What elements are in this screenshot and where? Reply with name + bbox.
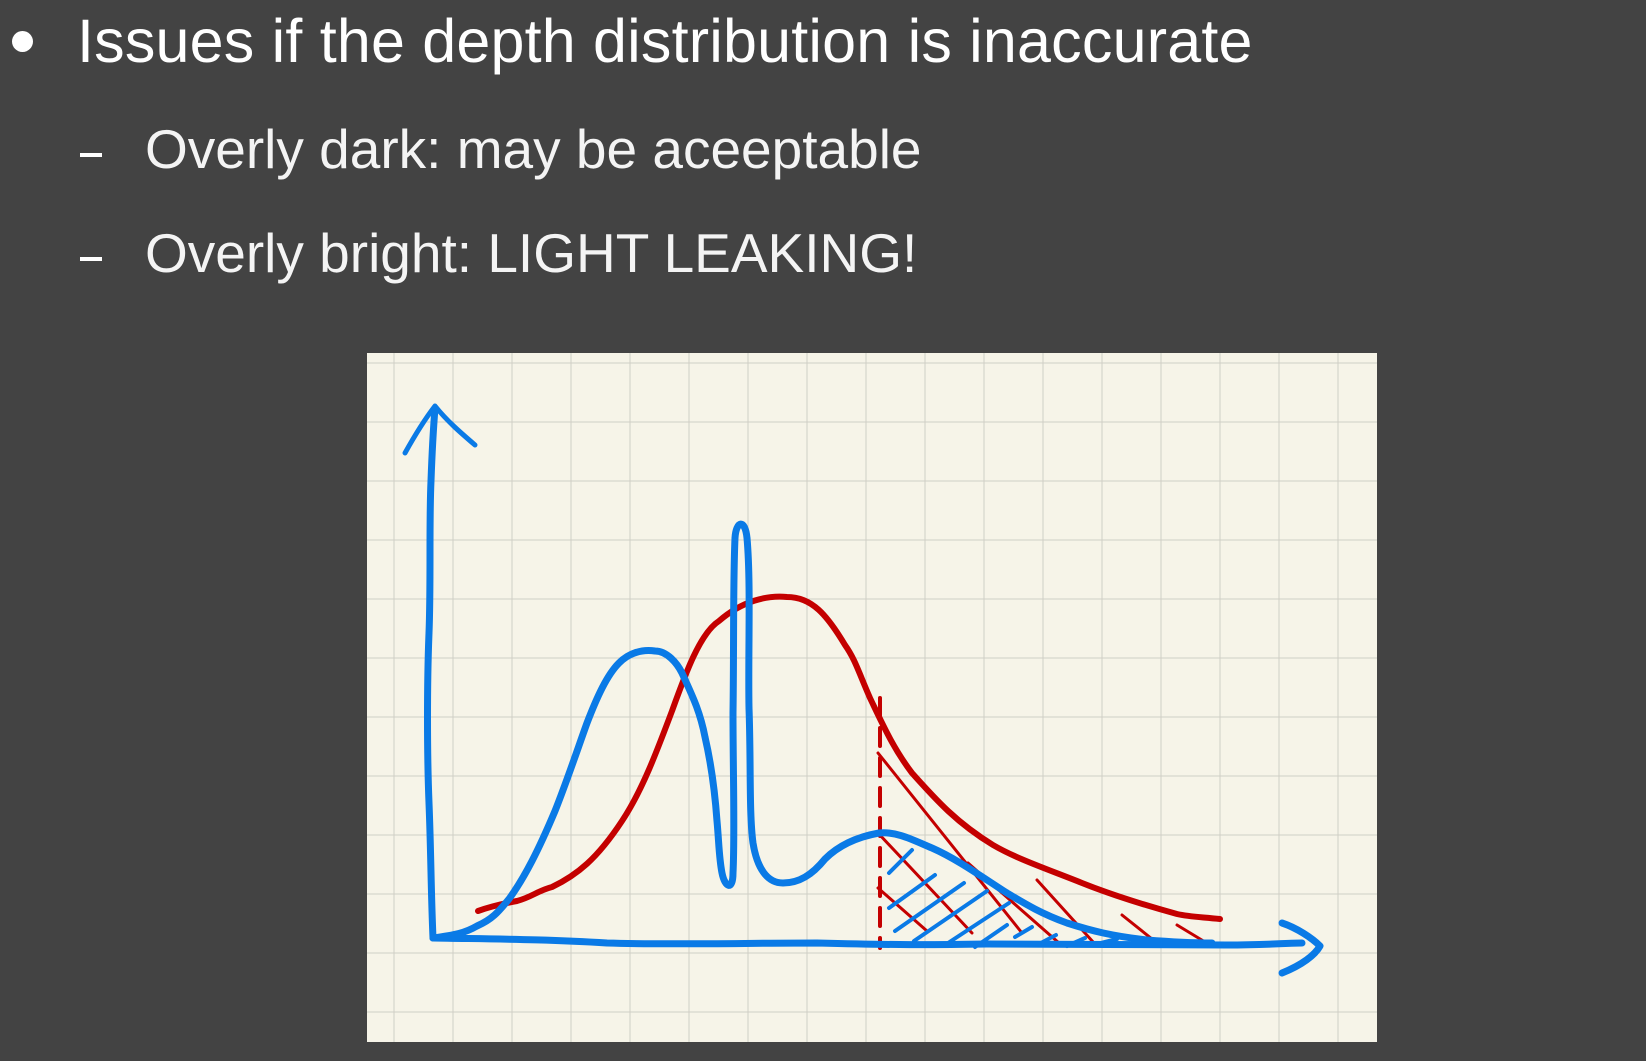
estimated-distribution-curve <box>475 593 1223 922</box>
depth-distribution-sketch <box>367 353 1377 1042</box>
sub-bullet-overly-dark: Overly dark: may be aceeptable <box>0 114 1646 184</box>
sub-bullet-text: Overly dark: may be aceeptable <box>145 118 922 180</box>
sub-bullet-text: Overly bright: LIGHT LEAKING! <box>145 222 918 284</box>
dash-marker <box>80 153 102 157</box>
slide-heading: Issues if the depth distribution is inac… <box>77 7 1253 75</box>
true-distribution-curve <box>429 520 1216 947</box>
main-bullet: Issues if the depth distribution is inac… <box>0 0 1646 82</box>
y-axis-arrowhead <box>402 403 478 456</box>
dash-marker <box>80 257 102 261</box>
sketch-canvas <box>367 353 1377 1042</box>
bullet-dot-icon <box>12 31 33 52</box>
grid-lines <box>367 353 1377 1042</box>
sub-bullet-overly-bright: Overly bright: LIGHT LEAKING! <box>0 218 1646 288</box>
x-axis-arrowhead <box>1278 919 1324 977</box>
y-axis <box>424 404 439 942</box>
x-axis <box>429 934 1306 949</box>
